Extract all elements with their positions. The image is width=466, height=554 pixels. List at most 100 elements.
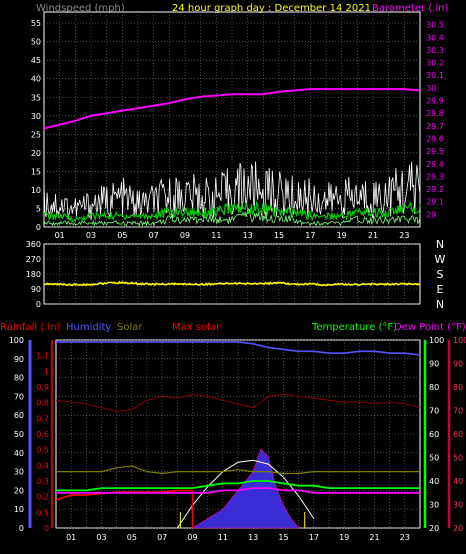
- direction-y-ticks: 0 90 180 270 360: [26, 240, 41, 309]
- baro-tick-label: 30.5: [426, 21, 444, 30]
- hour-tick-label: 15: [278, 533, 288, 542]
- series-dew-point: [56, 487, 420, 494]
- humidity-tick-label: 60: [14, 411, 24, 420]
- hour-tick-label: 09: [180, 231, 190, 240]
- temperature-tick-label: 90: [429, 360, 439, 369]
- wind-tick-label: 20: [31, 149, 41, 158]
- series-solar-line: [56, 465, 420, 475]
- rain-tick-label: 1: [44, 367, 49, 376]
- wind-x-ticks: 01 03 05 07 09 11 13 15 17 19 21 23: [55, 231, 410, 240]
- wind-tick-label: 35: [31, 93, 41, 102]
- rain-tick-label: 0.4: [36, 461, 49, 470]
- direction-tick-label: 180: [26, 270, 41, 279]
- legend-solar: Solar: [117, 322, 143, 333]
- dew-point-tick-label: 70: [453, 407, 463, 416]
- rain-tick-label: 0: [44, 524, 49, 533]
- rain-tick-label: 0.9: [36, 383, 49, 392]
- legend-humidity: Humidity: [66, 322, 111, 333]
- hour-tick-label: 05: [127, 533, 137, 542]
- dew-point-tick-label: 90: [453, 360, 463, 369]
- direction-series: [43, 280, 421, 287]
- series-humidity: [56, 341, 421, 356]
- rain-tick-label: 0.5: [36, 446, 49, 455]
- humidity-tick-label: 90: [14, 355, 24, 364]
- wind-tick-label: 25: [31, 130, 41, 139]
- hour-tick-label: 13: [243, 231, 253, 240]
- rain-temp-legend: Rainfall (.in) Humidity Solar Max solar …: [0, 322, 466, 333]
- hour-tick-label: 21: [368, 231, 378, 240]
- temperature-tick-label: 60: [429, 430, 439, 439]
- humidity-tick-label: 10: [14, 505, 24, 514]
- baro-tick-label: 29.8: [426, 109, 444, 118]
- series-baro: [43, 88, 421, 130]
- direction-grid: [44, 243, 420, 305]
- compass-n-label: N: [436, 238, 444, 251]
- humidity-tick-label: 50: [14, 430, 24, 439]
- wind-y-ticks: 0 5 10 15 20 25 30 35 40 45 50 55: [31, 19, 41, 232]
- temperature-tick-label: 40: [429, 477, 439, 486]
- direction-tick-label: 270: [26, 255, 41, 264]
- baro-y-ticks: 29 29.1 29.2 29.3 29.4 29.5 29.6 29.7 29.8 29.9 30…: [426, 21, 444, 220]
- baro-tick-label: 30: [426, 84, 436, 93]
- rain-tick-label: 0.1: [36, 508, 49, 517]
- temperature-tick-label: 100: [429, 336, 444, 345]
- baro-tick-label: 29.7: [426, 122, 444, 131]
- baro-tick-label: 30.2: [426, 59, 444, 68]
- hour-tick-label: 23: [399, 231, 409, 240]
- wind-tick-label: 50: [31, 38, 41, 47]
- wind-baro-series: [43, 88, 421, 227]
- graph-title: 24 hour graph day : December 14 2021: [172, 3, 371, 14]
- legend-dew-point: Dew Point (°F): [394, 322, 466, 333]
- compass-n-label: N: [436, 298, 444, 311]
- legend-max-solar: Max solar: [172, 322, 221, 333]
- temperature-tick-label: 20: [429, 524, 439, 533]
- hour-tick-label: 17: [305, 231, 315, 240]
- baro-tick-label: 29.3: [426, 172, 444, 181]
- wind-tick-label: 15: [31, 167, 41, 176]
- hour-tick-label: 11: [211, 231, 221, 240]
- wind-tick-label: 5: [36, 204, 41, 213]
- rain-tick-label: 0.2: [36, 493, 49, 502]
- baro-tick-label: 30.4: [426, 33, 444, 42]
- temperature-tick-label: 80: [429, 383, 439, 392]
- baro-tick-label: 30.3: [426, 46, 444, 55]
- barometer-label: Barometer (.in): [372, 3, 448, 14]
- humidity-tick-label: 100: [9, 336, 24, 345]
- hour-tick-label: 17: [309, 533, 319, 542]
- compass-e-label: E: [437, 283, 444, 296]
- temperature-tick-label: 30: [429, 501, 439, 510]
- baro-tick-label: 30.1: [426, 71, 444, 80]
- dew-point-tick-label: 100: [453, 336, 466, 345]
- hour-tick-label: 07: [149, 231, 159, 240]
- hour-tick-label: 15: [274, 231, 284, 240]
- baro-tick-label: 29.6: [426, 134, 444, 143]
- hour-tick-label: 21: [369, 533, 379, 542]
- humidity-tick-label: 0: [19, 524, 24, 533]
- hour-tick-label: 05: [117, 231, 127, 240]
- dew-point-tick-label: 60: [453, 430, 463, 439]
- dew-point-tick-label: 50: [453, 454, 463, 463]
- baro-tick-label: 29.1: [426, 198, 444, 207]
- wind-label: Windspeed (mph): [36, 3, 125, 14]
- wind-tick-label: 0: [36, 223, 41, 232]
- dew-point-tick-label: 80: [453, 383, 463, 392]
- hour-tick-label: 03: [96, 533, 106, 542]
- wind-tick-label: 40: [31, 75, 41, 84]
- temperature-y-ticks: 20 20 30 30 40 40 50 50 60 60 70 70 80 80 90 90 100 100: [423, 336, 466, 533]
- wind-tick-label: 10: [31, 186, 41, 195]
- hour-tick-label: 09: [187, 533, 197, 542]
- compass-s-label: S: [437, 268, 444, 281]
- legend-rainfall: Rainfall (.in): [0, 322, 61, 333]
- wind-tick-label: 55: [31, 19, 41, 28]
- direction-tick-label: 360: [26, 240, 41, 249]
- rain-tick-label: 0.8: [36, 399, 49, 408]
- series-max-solar-curve: [176, 459, 315, 529]
- direction-tick-label: 0: [36, 300, 41, 309]
- direction-tick-label: 90: [31, 285, 41, 294]
